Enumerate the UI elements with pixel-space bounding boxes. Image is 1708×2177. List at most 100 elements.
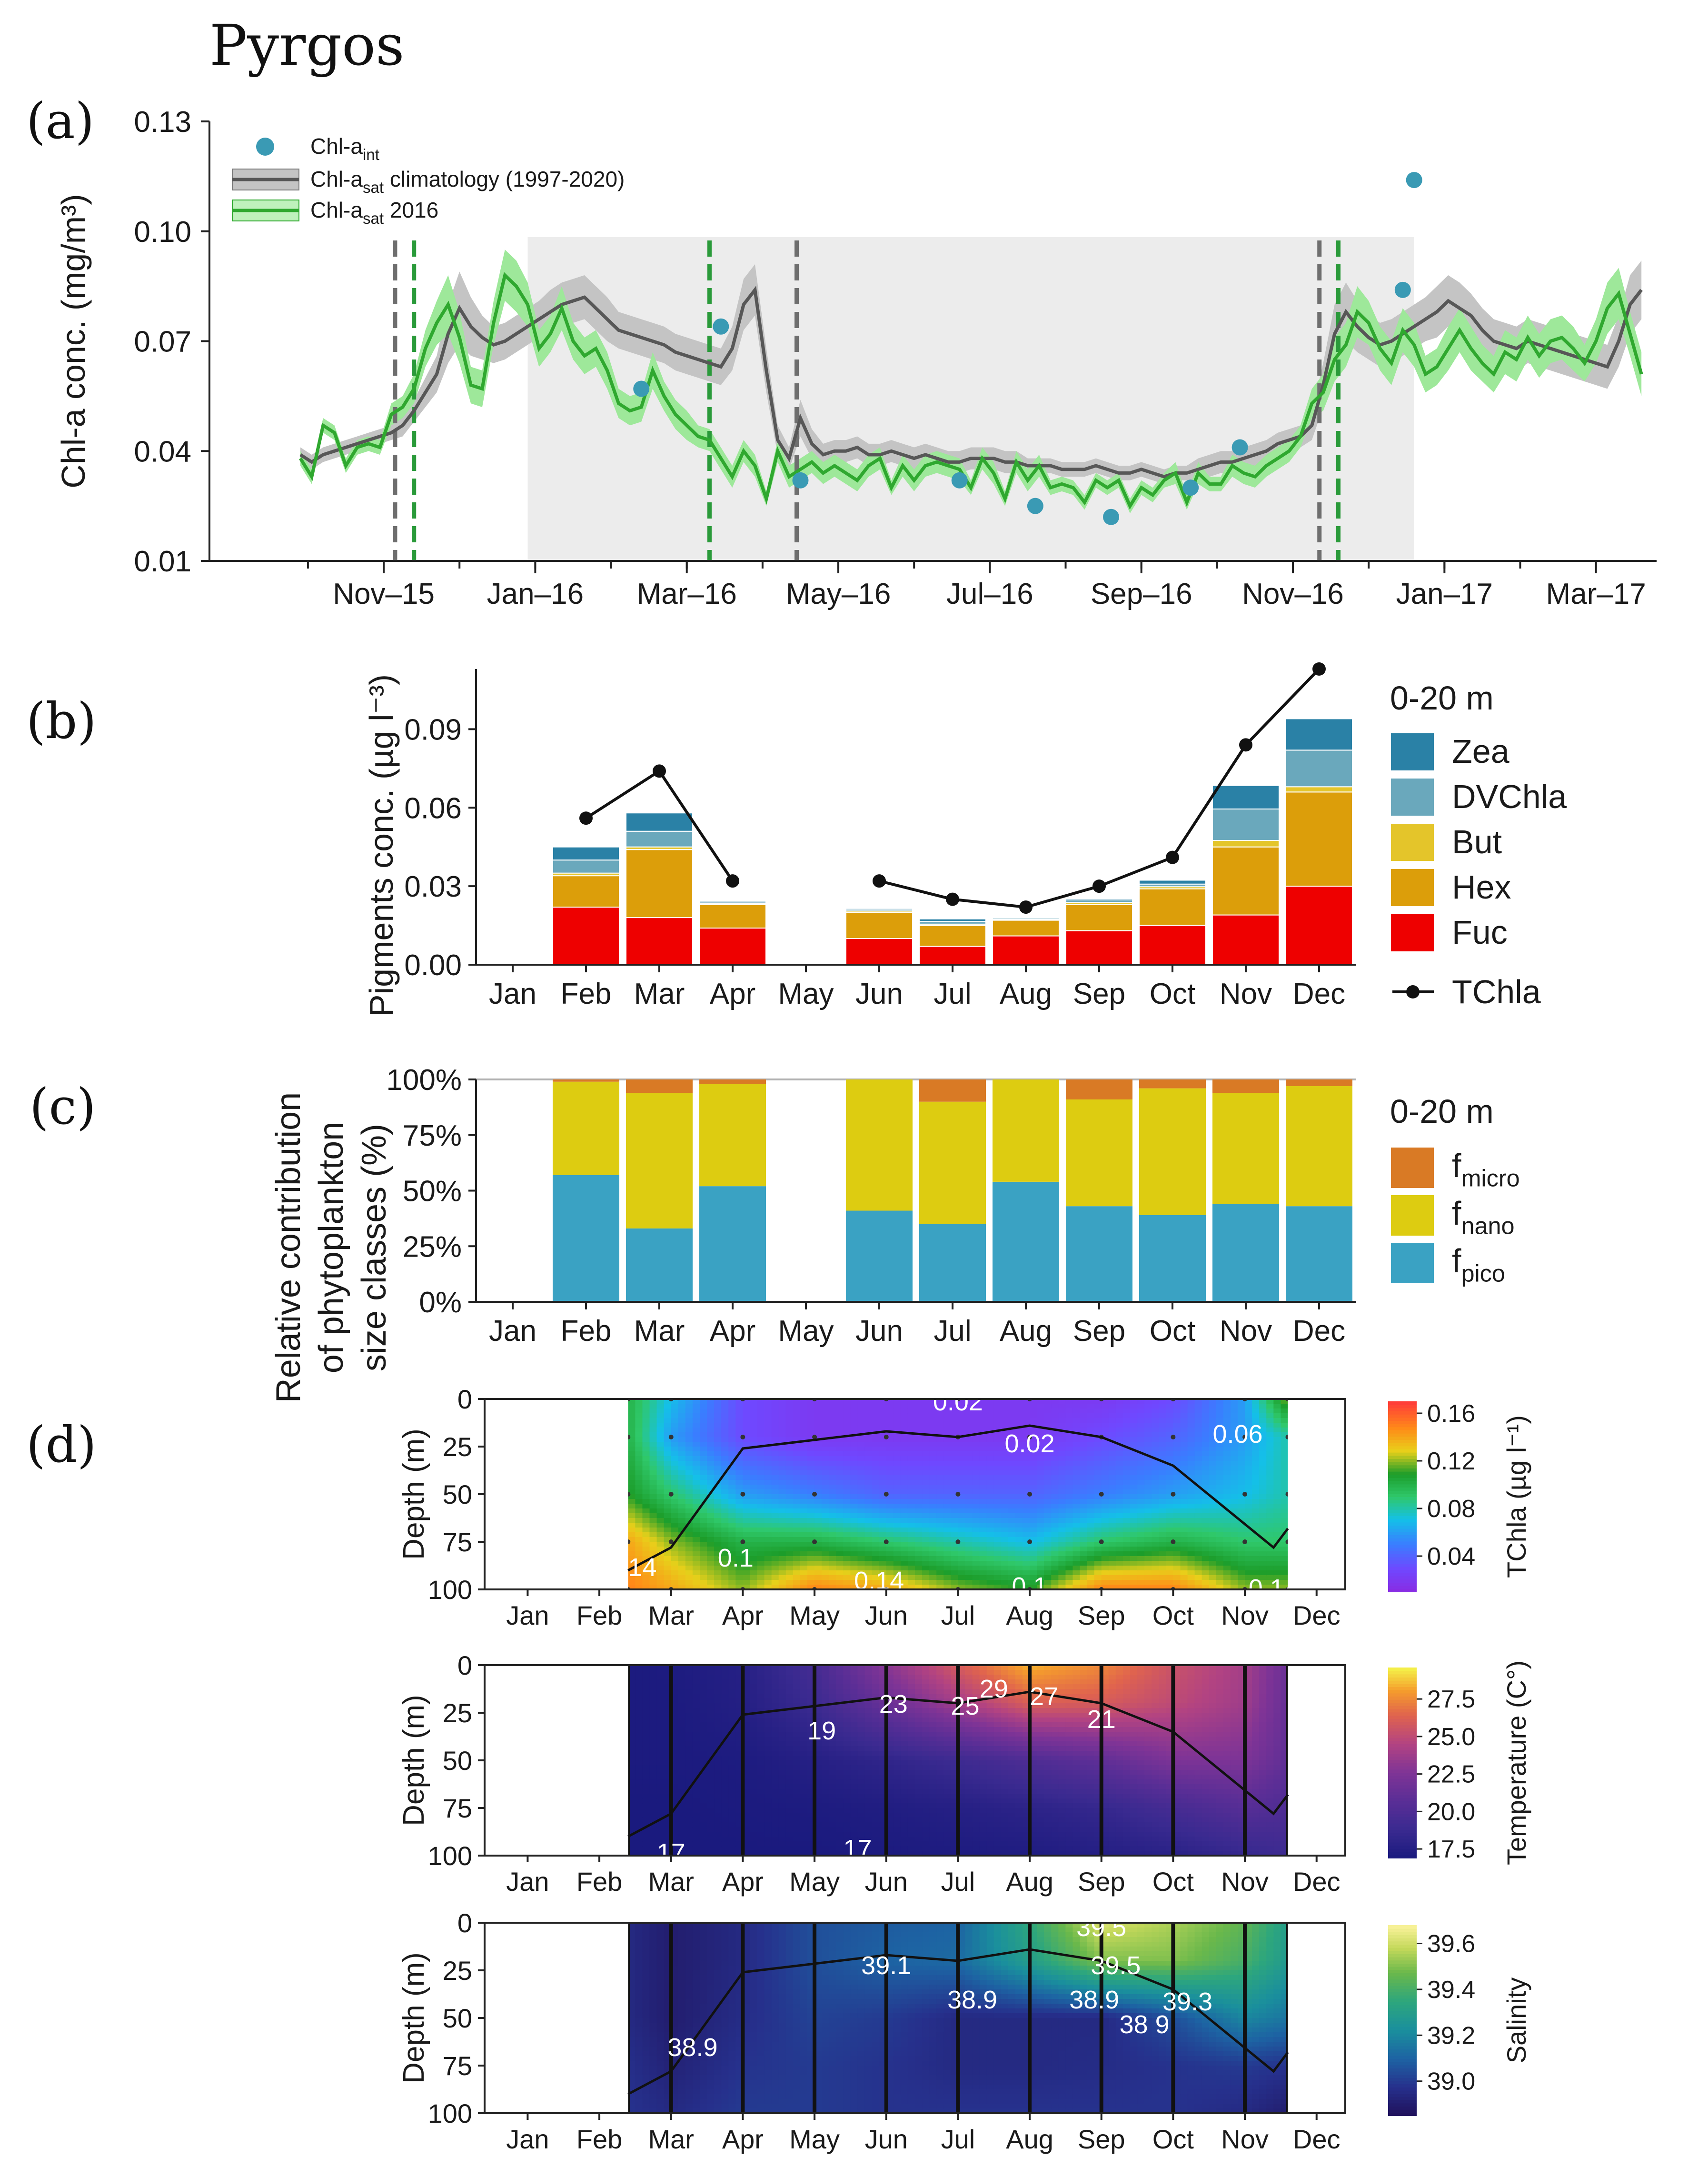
section-cell [958,1523,966,1528]
section-cell [1266,1489,1274,1495]
section-cell [1266,1451,1274,1457]
section-cell [635,1551,643,1557]
section-cell [1209,1523,1217,1528]
section-cell [1001,1542,1009,1547]
section-cell [958,1399,966,1404]
section-cell [656,1451,665,1457]
section-cell [822,1508,830,1514]
section-cell [771,1523,779,1528]
section-cell [922,1470,930,1476]
section-cell [664,1689,672,1694]
section-cell [1137,1542,1145,1547]
section-cell [958,1461,966,1466]
section-cell [707,1775,715,1780]
section-cell [778,1428,786,1433]
section-cell [764,1732,772,1737]
section-cell [750,1485,758,1490]
section-cell [1080,1494,1088,1499]
section-cell [936,1561,944,1566]
section-cell [857,1551,865,1557]
section-cell [735,1585,744,1589]
bar-fuc-jul [919,946,986,966]
section-cell [1101,1428,1109,1433]
section-cell [1030,1570,1038,1576]
section-cell [785,1580,794,1585]
section-cell [1080,1499,1088,1504]
section-cell [1037,1575,1045,1580]
section-cell [965,1399,973,1404]
section-cell [1187,1466,1195,1471]
section-cell [707,1675,715,1680]
section-cell [656,1713,665,1718]
section-cell [700,1803,708,1808]
section-cell [757,1499,765,1504]
section-cell [1072,1399,1081,1404]
section-cell [893,1447,901,1452]
section-cell [642,1523,650,1528]
section-cell [1023,1485,1031,1490]
sample-dot [1285,1539,1288,1544]
section-cell [1187,1523,1195,1528]
section-cell [743,1570,751,1576]
section-cell [943,1585,952,1589]
section-cell [1008,1461,1016,1466]
bar-pico-aug [993,1181,1059,1302]
section-cell [1180,1513,1188,1518]
sample-dot [628,1435,631,1439]
section-cell [685,1851,693,1856]
section-cell [1209,1508,1217,1514]
section-cell [1281,1542,1288,1547]
section-cell [743,1775,751,1780]
section-cell [1137,1551,1145,1557]
section-cell [993,1566,1002,1571]
section-cell [800,1537,808,1542]
section-cell [1080,1551,1088,1557]
x-tick-label: Feb [561,978,612,1010]
section-cell [785,1518,794,1523]
section-cell [1094,1461,1102,1466]
section-cell [1187,1528,1195,1533]
section-cell [743,1451,751,1457]
section-cell [1144,1513,1152,1518]
section-cell [958,1451,966,1457]
section-cell [1152,1447,1160,1452]
section-cell [1144,1528,1152,1533]
section-cell [700,1827,708,1832]
chl-int-point [1103,509,1120,525]
section-cell [1101,1518,1109,1523]
section-cell [1037,1504,1045,1509]
section-cell [1030,1585,1038,1589]
section-cell [778,1713,786,1718]
section-cell [642,1737,650,1742]
section-cell [743,1418,751,1423]
section-cell [728,1808,736,1813]
section-cell [822,1485,830,1490]
section-cell [721,1518,729,1523]
section-cell [656,1418,665,1423]
section-cell [1001,1466,1009,1471]
section-cell [635,1466,643,1471]
section-cell [893,1451,901,1457]
section-cell [1065,1542,1073,1547]
section-cell [721,1808,729,1813]
section-cell [664,1528,672,1533]
section-cell [800,1551,808,1557]
section-cell [1187,1508,1195,1514]
section-cell [1223,1432,1231,1438]
section-cell [951,1466,959,1471]
section-cell [1238,1489,1246,1495]
section-cell [1108,1418,1116,1423]
section-cell [1238,1470,1246,1476]
section-cell [700,1841,708,1847]
section-cell [1230,1556,1238,1561]
section-cell [1238,1428,1246,1433]
section-cell [642,1475,650,1480]
section-cell [685,1432,693,1438]
section-cell [800,1432,808,1438]
section-cell [965,1447,973,1452]
section-cell [642,1841,650,1847]
section-cell [750,1722,758,1728]
section-cell [764,1737,772,1742]
section-cell [958,1437,966,1442]
section-cell [750,1684,758,1689]
